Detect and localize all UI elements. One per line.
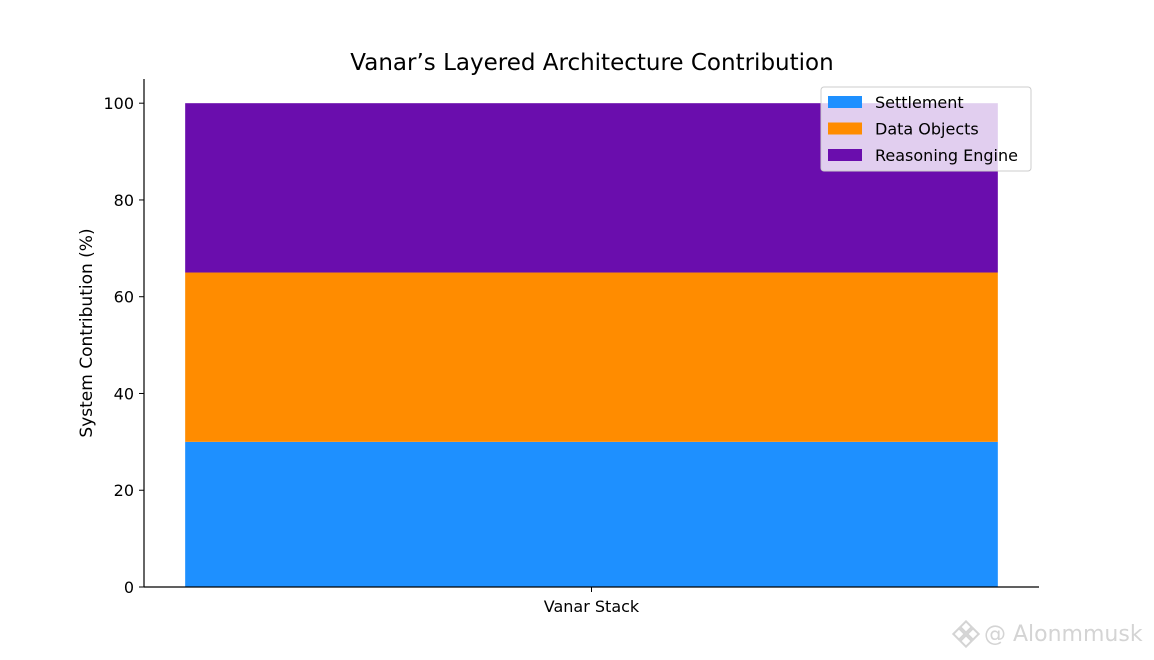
y-tick-label: 40 xyxy=(114,384,134,403)
legend: Settlement Data Objects Reasoning Engine xyxy=(820,86,1032,172)
legend-label: Settlement xyxy=(875,93,964,112)
x-ticks-group: Vanar Stack xyxy=(544,587,640,616)
legend-label: Reasoning Engine xyxy=(875,146,1018,165)
watermark-text: @ Alonmmusk xyxy=(984,621,1143,647)
y-tick-label: 80 xyxy=(114,191,134,210)
y-tick-label: 100 xyxy=(103,94,134,113)
y-tick-label: 20 xyxy=(114,481,134,500)
legend-swatch xyxy=(828,96,862,108)
y-tick-label: 60 xyxy=(114,288,134,307)
legend-swatch xyxy=(828,122,862,135)
watermark: @ Alonmmusk xyxy=(952,620,1143,648)
x-tick-label: Vanar Stack xyxy=(544,597,640,616)
chart-title: Vanar’s Layered Architecture Contributio… xyxy=(350,50,833,76)
legend-label: Data Objects xyxy=(875,120,979,139)
binance-logo-icon xyxy=(952,620,980,648)
y-axis-label: System Contribution (%) xyxy=(77,228,97,437)
bar-settlement xyxy=(185,441,998,587)
legend-swatch xyxy=(828,149,862,161)
legend-frame xyxy=(820,86,1032,172)
bars-group xyxy=(185,103,998,587)
bar-data-objects xyxy=(185,272,998,442)
y-tick-label: 0 xyxy=(124,578,134,597)
y-ticks-group: 0 20 40 60 80 100 xyxy=(103,94,144,597)
